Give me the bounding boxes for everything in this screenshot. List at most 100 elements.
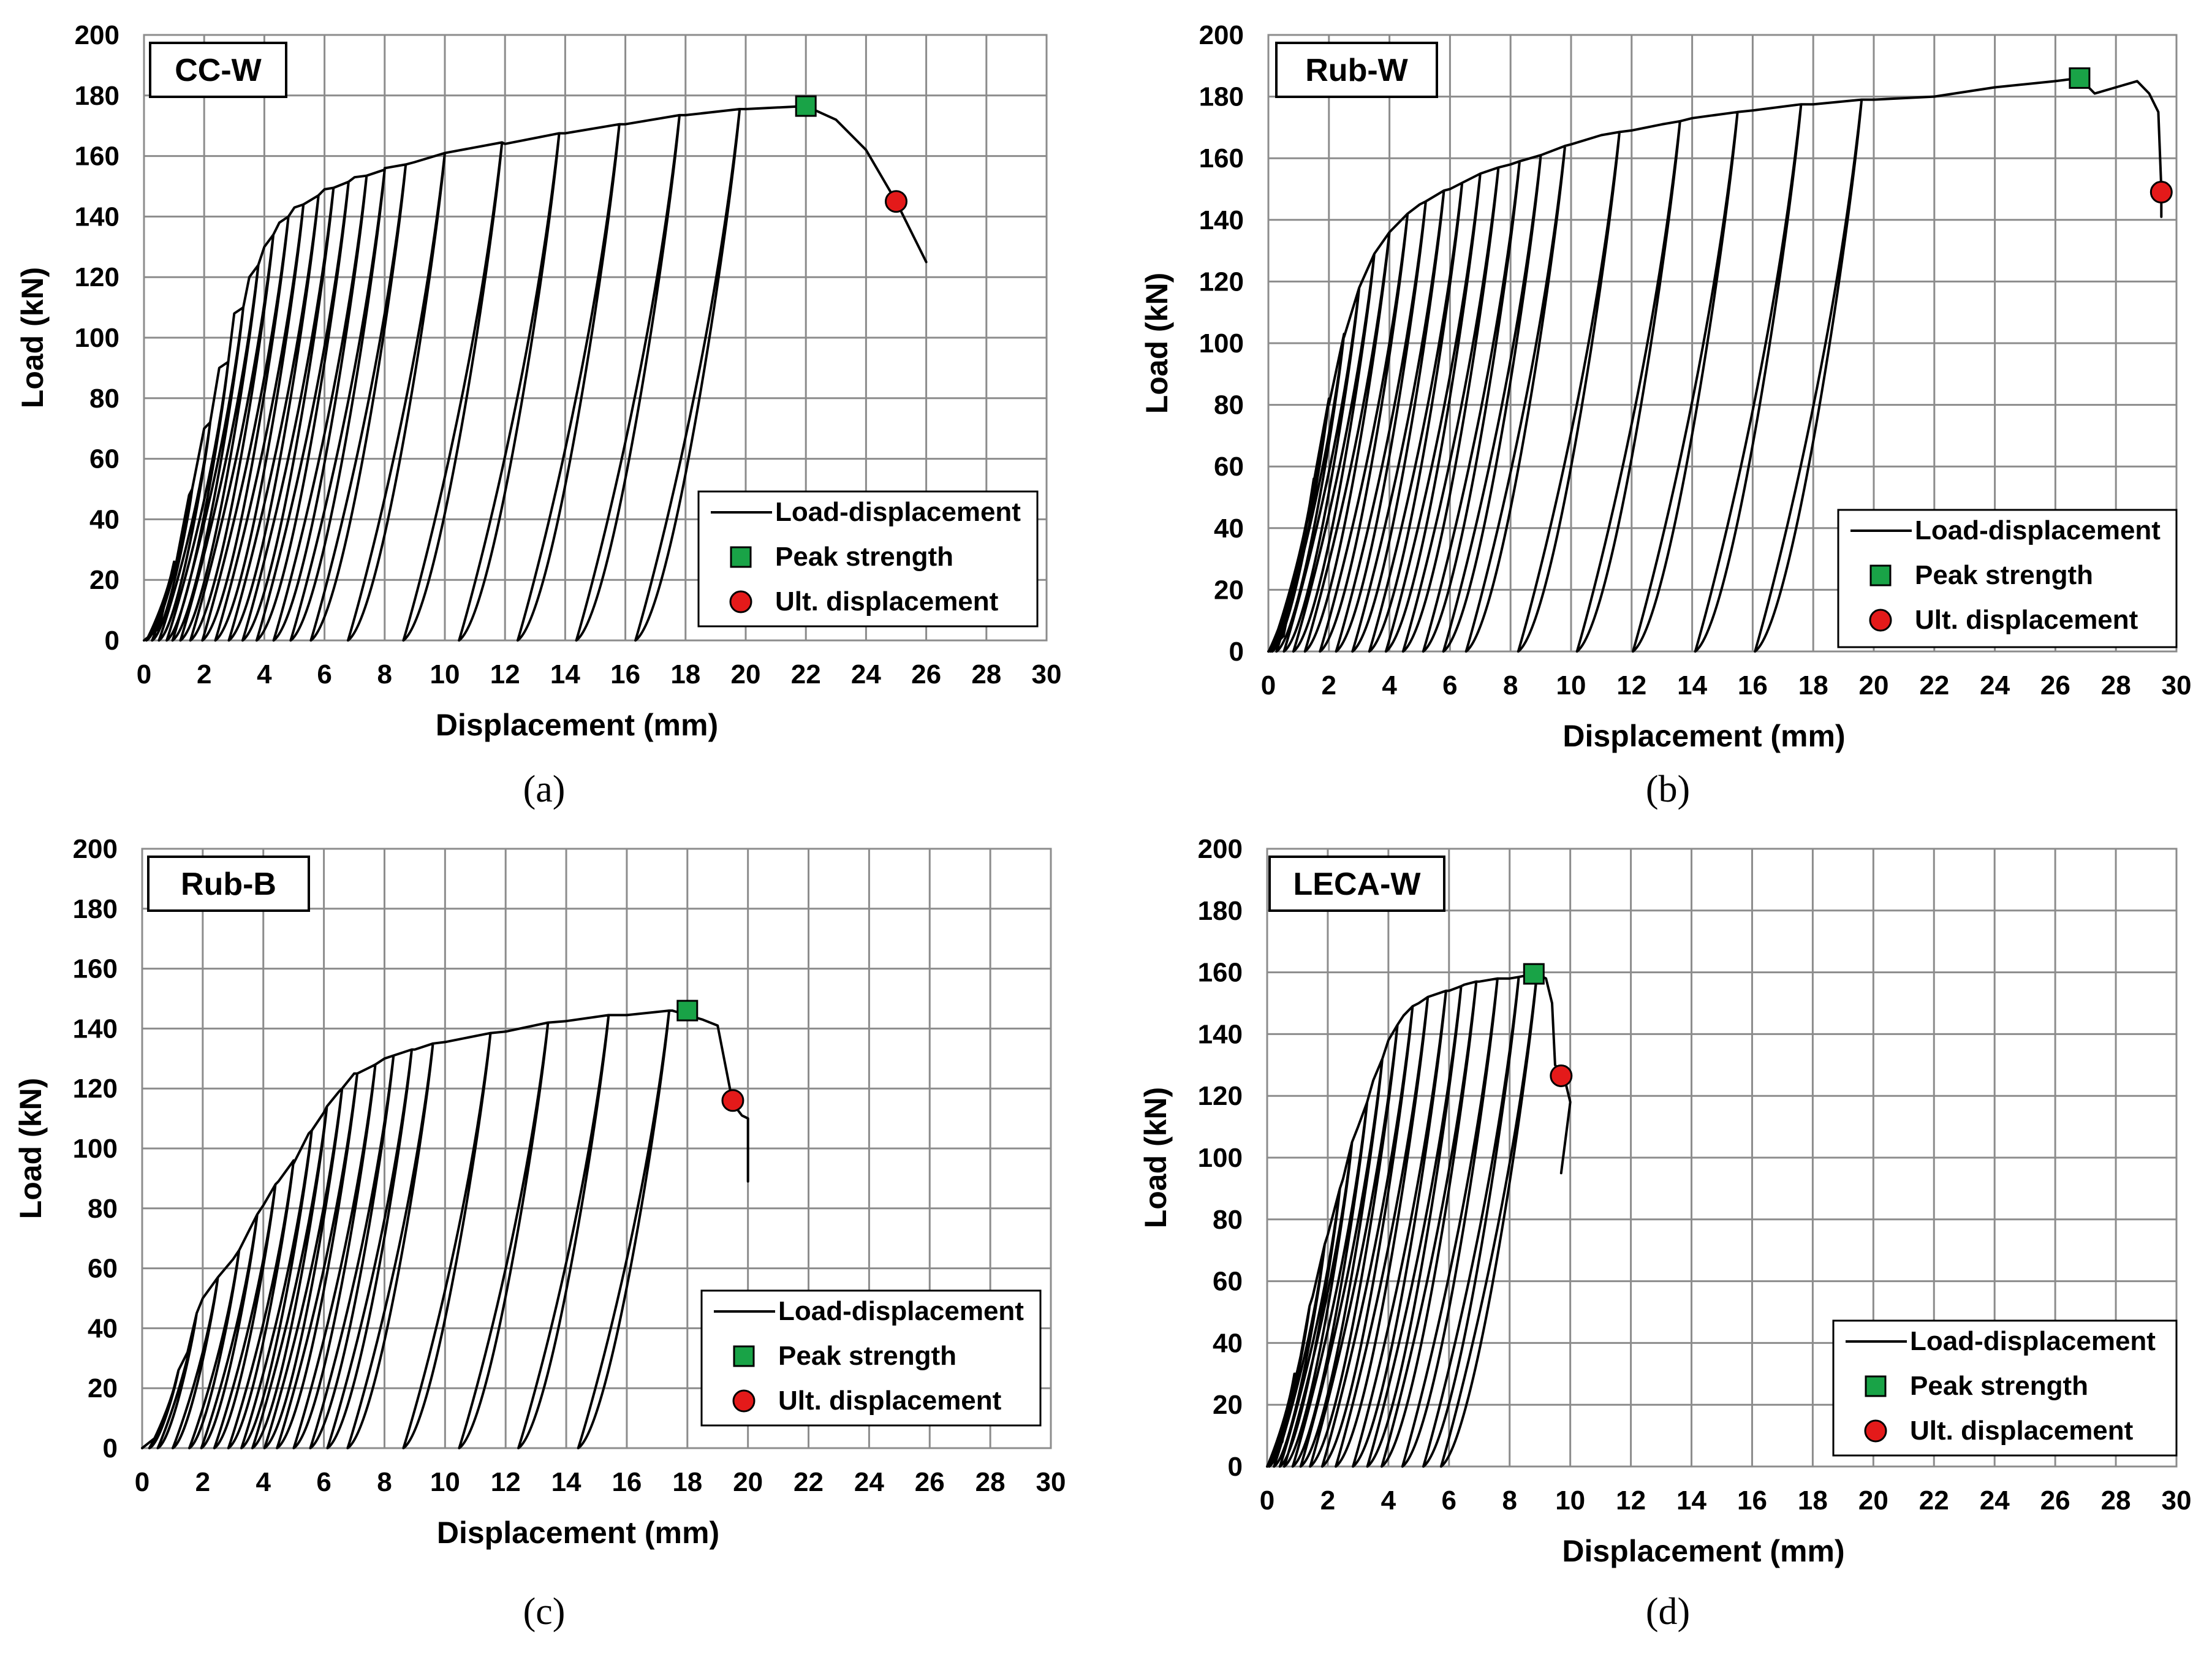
panel-caption: (c) [523,1591,566,1633]
x-tick-label: 26 [915,1467,945,1497]
x-axis-title: Displacement (mm) [437,1516,719,1550]
specimen-label-frame [147,856,310,912]
y-tick-label: 80 [88,1194,118,1224]
x-tick-label: 6 [317,659,331,689]
legend-square-swatch [1869,564,1892,586]
panel-c: 0 2 4 6 8 10 12 14 16 18 20 22 24 26 28 30 020406080100… [13,834,1066,1633]
x-tick-label: 8 [1503,670,1518,700]
legend-label-peak-strength: Peak strength [775,542,953,572]
y-tick-label: 180 [1198,896,1243,926]
specimen-label: LECA-W [1293,867,1422,902]
x-tick-label: 26 [911,659,941,689]
y-tick-label: 0 [103,1433,118,1463]
ult-displacement-marker [885,190,907,213]
x-tick-label: 2 [195,1467,210,1497]
y-tick-label: 120 [75,262,119,292]
legend-label-peak-strength: Peak strength [1910,1371,2088,1401]
y-tick-labels: 0 20 40 60 80 100 120 140 160 180 200 [1199,20,1244,667]
y-axis-title: Load (kN) [1138,1087,1173,1229]
x-tick-label: 12 [1616,1486,1646,1516]
y-tick-label: 120 [1199,267,1244,297]
x-tick-label: 10 [1556,670,1586,700]
panel-b: 0 2 4 6 8 10 12 14 16 18 20 22 24 26 28 30 020406080100… [1140,20,2191,810]
x-tick-label: 30 [2162,1486,2192,1516]
x-tick-label: 14 [1676,1486,1706,1516]
y-tick-label: 0 [105,626,119,656]
x-tick-label: 22 [794,1467,824,1497]
legend-label-peak-strength: Peak strength [778,1341,956,1371]
x-tick-label: 14 [551,1467,581,1497]
y-tick-label: 180 [1199,82,1244,112]
load-displacement-curve [1266,973,1572,1468]
y-tick-labels: 0 20 40 60 80 100 120 140 160 180 200 [75,20,119,656]
load-displacement-curve [1267,77,2163,653]
x-tick-labels: 0 2 4 6 8 10 12 14 16 18 20 22 24 26 28 30 [137,659,1062,689]
y-tick-labels: 0 20 40 60 80 100 120 140 160 180 200 [73,834,118,1463]
peak-strength-marker [1523,963,1545,985]
y-tick-label: 200 [73,834,118,864]
legend-label-load-displacement: Load-displacement [775,497,1021,527]
specimen-label-box: Rub-W [1275,42,1438,98]
x-tick-label: 6 [316,1467,331,1497]
y-tick-label: 80 [89,384,119,414]
x-tick-label: 10 [430,659,460,689]
y-tick-label: 160 [73,954,118,984]
y-axis-title: Load (kN) [13,1078,48,1220]
x-tick-label: 20 [1858,1486,1888,1516]
x-tick-label: 18 [670,659,700,689]
x-tick-label: 4 [1382,670,1397,700]
x-tick-label: 30 [1036,1467,1066,1497]
x-tick-labels: 0 2 4 6 8 10 12 14 16 18 20 22 24 26 28 30 [135,1467,1066,1497]
specimen-label: Rub-W [1305,53,1408,88]
load-displacement-curve [143,105,928,642]
data-series [143,95,928,642]
specimen-label-frame [1275,42,1438,98]
legend-frame [697,490,1039,628]
x-tick-label: 0 [1261,670,1276,700]
ult-displacement-marker [2150,181,2173,204]
x-tick-label: 6 [1442,1486,1456,1516]
y-tick-label: 160 [75,142,119,172]
legend-circle-swatch [729,590,752,613]
y-tick-label: 180 [75,81,119,111]
legend-label-load-displacement: Load-displacement [1915,515,2161,545]
y-tick-label: 20 [89,565,119,595]
x-tick-label: 4 [257,659,272,689]
x-tick-label: 4 [1381,1486,1396,1516]
x-tick-label: 24 [851,659,881,689]
legend-label-ult-displacement: Ult. displacement [775,586,999,617]
x-tick-label: 2 [1320,1486,1335,1516]
x-tick-labels: 0 2 4 6 8 10 12 14 16 18 20 22 24 26 28 30 [1260,1486,2192,1516]
x-tick-label: 28 [975,1467,1006,1497]
y-tick-label: 160 [1199,143,1244,173]
y-tick-label: 200 [1198,834,1243,864]
load-displacement-curve [141,1009,749,1449]
x-tick-label: 26 [2040,670,2070,700]
x-axis-title: Displacement (mm) [1562,1534,1844,1568]
y-tick-label: 140 [73,1014,118,1044]
plot-frame [143,34,1048,642]
x-tick-label: 18 [1798,670,1828,700]
x-tick-label: 22 [1919,670,1949,700]
x-tick-label: 12 [1616,670,1646,700]
y-axis-title: Load (kN) [1140,273,1174,414]
y-tick-label: 100 [73,1134,118,1164]
ult-displacement-marker [1550,1064,1573,1087]
legend-label-ult-displacement: Ult. displacement [1915,605,2138,635]
data-series [1266,963,1573,1468]
y-tick-label: 120 [73,1074,118,1104]
plot-frame [141,848,1052,1449]
legend-frame [700,1289,1042,1427]
legend: Load-displacement Peak strength Ult. dis… [1832,1319,2178,1457]
y-tick-label: 180 [73,894,118,924]
x-tick-label: 28 [2101,670,2131,700]
legend-label-ult-displacement: Ult. displacement [778,1386,1002,1416]
x-tick-label: 20 [1859,670,1889,700]
legend: Load-displacement Peak strength Ult. dis… [697,490,1039,628]
legend-label-peak-strength: Peak strength [1915,560,2093,590]
x-tick-label: 20 [733,1467,763,1497]
y-tick-label: 100 [1198,1143,1243,1173]
x-tick-label: 8 [377,659,392,689]
x-axis-title: Displacement (mm) [436,708,718,742]
x-tick-labels: 0 2 4 6 8 10 12 14 16 18 20 22 24 26 28 30 [1261,670,2192,700]
